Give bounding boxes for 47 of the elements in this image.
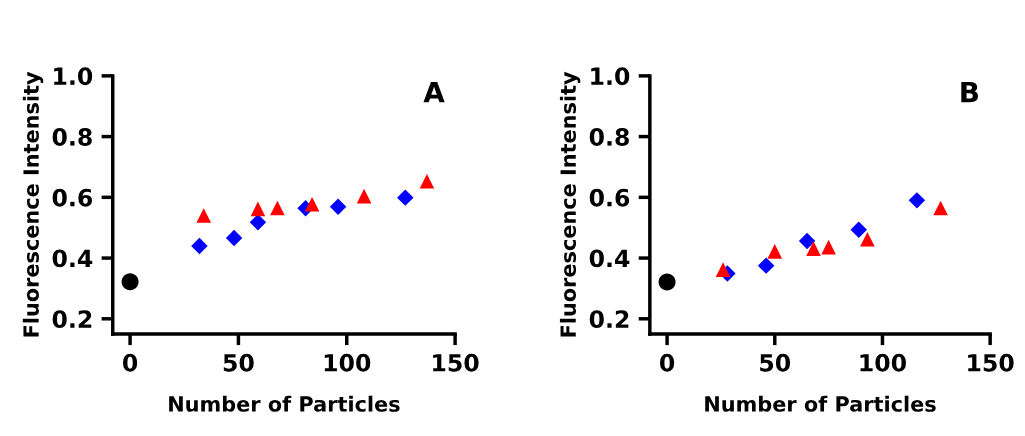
point — [304, 197, 320, 212]
point — [933, 200, 948, 216]
point — [191, 237, 208, 255]
y-tick-label: 1.0 — [54, 67, 93, 86]
annotation: B — [961, 81, 978, 103]
point — [850, 221, 867, 239]
point — [196, 208, 212, 223]
annotation: A — [423, 81, 445, 103]
y-axis-title: Fluorescence Intensity — [22, 71, 44, 337]
y-axis-title: Fluorescence Intensity — [559, 71, 581, 337]
x-axis-title: Number of Particles — [169, 395, 400, 412]
point — [767, 244, 783, 259]
y-tick-label: 0.4 — [52, 249, 93, 268]
point — [397, 189, 414, 206]
y-tick-label: 0.8 — [52, 128, 92, 146]
point — [658, 273, 676, 291]
x-tick-label: 100 — [860, 353, 906, 372]
point — [908, 192, 926, 209]
x-tick-label: 0 — [660, 353, 675, 372]
point — [329, 198, 347, 215]
y-tick-label: 0.4 — [589, 249, 630, 268]
y-tick-label: 1.0 — [591, 67, 630, 86]
point — [806, 241, 821, 256]
point — [419, 173, 435, 189]
point — [757, 257, 775, 274]
point — [249, 214, 267, 231]
x-tick-label: 50 — [223, 353, 254, 372]
point — [250, 201, 266, 217]
x-tick-label: 0 — [123, 353, 138, 372]
point — [121, 273, 139, 291]
y-tick-label: 0.2 — [589, 310, 629, 329]
x-tick-label: 150 — [968, 353, 1014, 372]
point — [798, 232, 816, 250]
x-tick-label: 100 — [324, 353, 371, 372]
y-tick-label: 0.2 — [52, 310, 92, 329]
y-tick-label: 0.6 — [52, 188, 93, 207]
x-tick-label: 150 — [433, 353, 479, 372]
y-tick-label: 0.8 — [589, 128, 629, 146]
point — [225, 229, 243, 247]
point — [715, 262, 731, 277]
point — [860, 231, 875, 247]
point — [821, 239, 836, 255]
y-tick-label: 0.6 — [589, 188, 630, 207]
point — [356, 188, 372, 204]
x-axis-title: Number of Particles — [705, 395, 936, 412]
x-tick-label: 50 — [760, 353, 791, 372]
point — [270, 200, 285, 216]
